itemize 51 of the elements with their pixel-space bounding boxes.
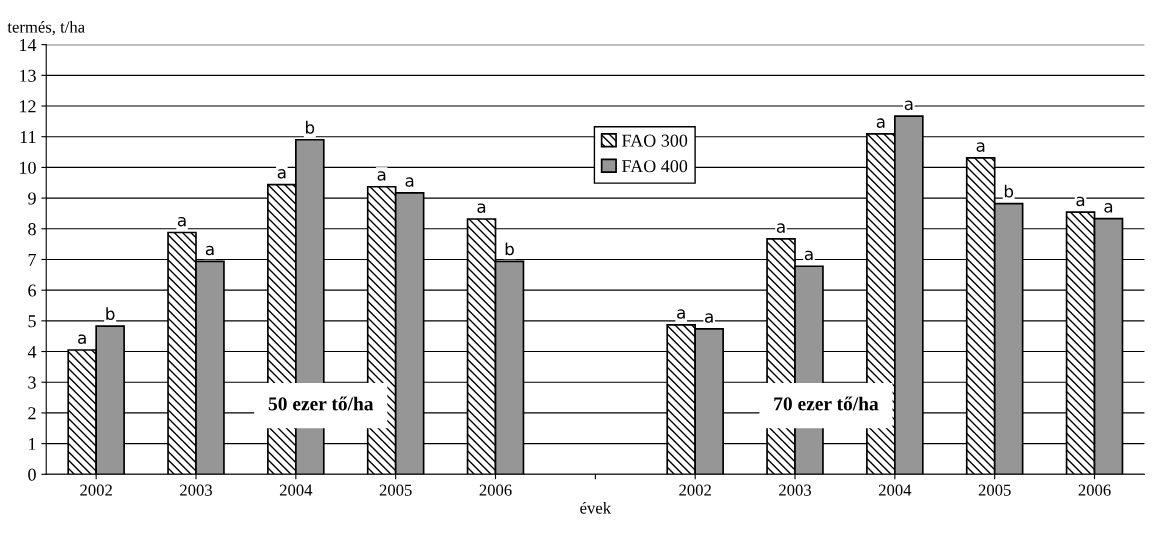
data-label: b	[106, 307, 115, 321]
annotation: 70 ezer tő/ha	[774, 396, 879, 411]
x-tick-label: 2002	[679, 484, 711, 496]
x-tick-label: 2006	[479, 484, 512, 496]
y-tick-label: 12	[20, 100, 36, 113]
data-label: a	[705, 313, 713, 323]
data-label: a	[477, 203, 486, 213]
x-axis-title: évek	[580, 501, 612, 514]
y-tick-label: 11	[20, 131, 36, 143]
data-label: a	[804, 250, 813, 261]
data-label: a	[1076, 196, 1085, 207]
y-tick-label: 9	[28, 192, 36, 205]
x-tick-label: 2006	[1078, 484, 1111, 496]
y-tick-label: 2	[28, 407, 36, 420]
data-label: a	[377, 171, 386, 181]
data-label: a	[677, 309, 685, 319]
annotation: 50 ezer tő/ha	[268, 396, 374, 411]
x-tick-label: 2003	[779, 484, 812, 496]
data-label: a	[205, 245, 214, 256]
y-tick-label: 14	[20, 38, 37, 51]
x-tick-label: 2005	[978, 484, 1011, 496]
data-label: a	[976, 142, 985, 152]
data-label: a	[177, 216, 186, 227]
x-tick-label: 2002	[80, 484, 112, 496]
x-tick-label: 2004	[279, 484, 313, 496]
x-tick-label: 2004	[878, 484, 912, 496]
y-tick-label: 13	[20, 69, 36, 82]
data-label: a	[405, 177, 414, 187]
y-tick-label: 8	[28, 223, 36, 236]
data-label: a	[1104, 203, 1113, 213]
y-tick-label: 0	[28, 468, 36, 481]
legend-label: FAO 400	[622, 160, 688, 173]
data-label: b	[505, 242, 514, 256]
data-label: a	[776, 223, 785, 233]
data-label: b	[306, 120, 315, 134]
y-tick-label: 7	[28, 253, 36, 266]
y-tick-label: 6	[28, 284, 36, 297]
x-tick-label: 2003	[180, 484, 213, 496]
data-label: a	[78, 334, 86, 344]
data-label: a	[904, 100, 913, 111]
y-tick-label: 10	[20, 161, 36, 174]
data-label: a	[876, 118, 885, 128]
data-label: a	[277, 169, 286, 179]
y-tick-label: 3	[28, 376, 36, 389]
y-tick-label: 4	[27, 345, 37, 358]
y-axis-title: termés, t/ha	[7, 20, 85, 36]
legend-label: FAO 300	[622, 134, 688, 147]
x-tick-label: 2005	[379, 484, 412, 496]
data-label: b	[1004, 184, 1014, 198]
y-tick-label: 1	[29, 437, 36, 450]
y-tick-label: 5	[28, 315, 36, 328]
